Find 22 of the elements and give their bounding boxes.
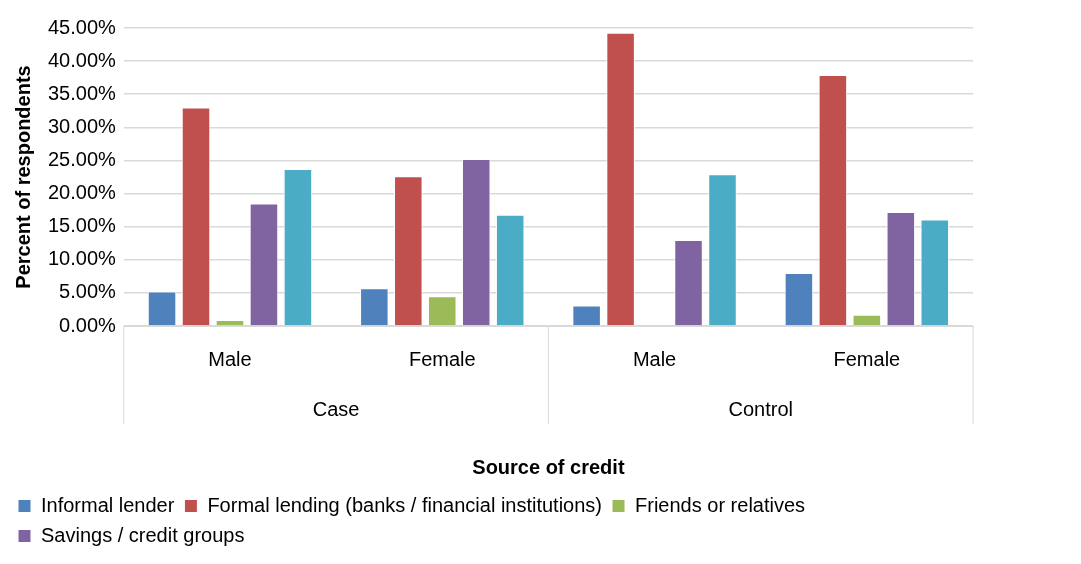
x-tick-label: Female: [833, 347, 901, 370]
y-tick-label: 10.00%: [47, 247, 117, 270]
x-axis-title: Source of credit: [472, 455, 625, 478]
y-tick-label: 30.00%: [47, 114, 117, 137]
legend-label: Savings / credit groups: [41, 523, 245, 546]
y-tick-label: 45.00%: [47, 15, 117, 38]
y-tick-label: 20.00%: [47, 181, 117, 204]
y-tick-label: 5.00%: [59, 280, 117, 303]
legend-label: Informal lender: [41, 493, 175, 516]
x-tick-label: Male: [208, 347, 252, 370]
y-tick-label: 0.00%: [59, 313, 117, 336]
y-tick-label: 40.00%: [47, 48, 117, 71]
legend-label: Formal lending (banks / financial institutions): [207, 493, 603, 516]
y-tick-label: 25.00%: [47, 147, 117, 170]
text: Control: [728, 397, 793, 420]
x-tick-label: Female: [408, 347, 476, 370]
legend-label: Friends or relatives: [635, 493, 806, 516]
text: Case: [312, 397, 360, 420]
y-tick-label: 35.00%: [47, 81, 117, 104]
y-axis-title: Percent of respondents: [11, 65, 34, 289]
x-tick-label: Male: [632, 347, 677, 370]
y-tick-label: 15.00%: [47, 214, 117, 237]
